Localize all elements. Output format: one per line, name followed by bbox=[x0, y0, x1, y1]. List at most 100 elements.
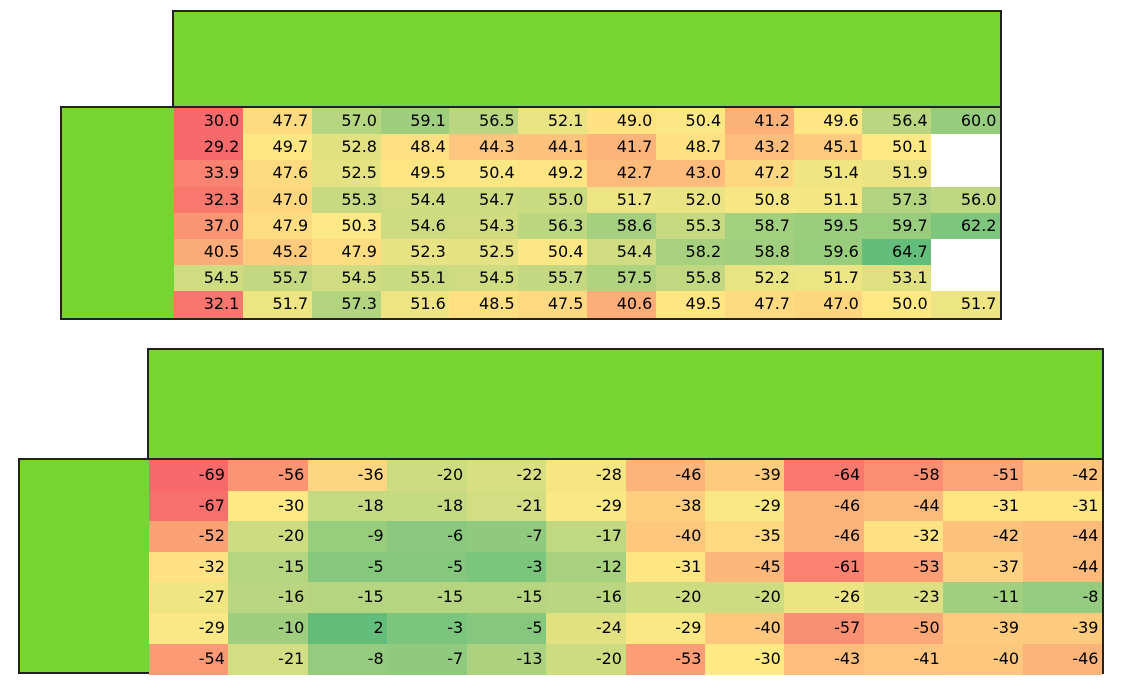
heatmap-cell: 48.7 bbox=[655, 134, 726, 161]
heatmap-cell: 45.2 bbox=[242, 239, 313, 266]
heatmap-cell: 53.1 bbox=[862, 265, 932, 292]
heatmap-cell: -13 bbox=[466, 643, 547, 675]
heatmap-cell: -64 bbox=[784, 460, 865, 492]
heatmap-cell: -30 bbox=[228, 490, 309, 522]
heatmap-cell: -40 bbox=[943, 643, 1024, 675]
heatmap-cell: 51.4 bbox=[793, 160, 863, 188]
heatmap-cell: -16 bbox=[228, 582, 309, 614]
heatmap-cell: 52.3 bbox=[380, 239, 450, 266]
heatmap-cell: 51.9 bbox=[862, 160, 932, 188]
heatmap-cell: 51.7 bbox=[931, 291, 1001, 319]
heatmap-cell: 57.3 bbox=[311, 291, 381, 319]
heatmap-cell: -20 bbox=[228, 521, 309, 553]
heatmap-cell: 51.7 bbox=[242, 291, 313, 319]
heatmap-cell: 50.1 bbox=[862, 134, 932, 161]
heatmap-cell: 52.1 bbox=[518, 108, 588, 135]
pmi-table-header-border bbox=[172, 10, 1002, 108]
heatmap-cell: -38 bbox=[625, 490, 706, 522]
heatmap-cell: 52.8 bbox=[311, 134, 381, 161]
heatmap-cell: -30 bbox=[704, 643, 785, 675]
heatmap-cell: 47.7 bbox=[242, 108, 313, 135]
heatmap-cell: 49.6 bbox=[793, 108, 863, 135]
heatmap-cell: -45 bbox=[704, 551, 785, 583]
heatmap-cell: 49.5 bbox=[380, 160, 450, 188]
heatmap-cell: -3 bbox=[466, 551, 547, 583]
heatmap-cell: 54.5 bbox=[449, 265, 519, 292]
heatmap-cell: 48.5 bbox=[449, 291, 519, 319]
heatmap-cell: 52.2 bbox=[724, 265, 794, 292]
heatmap-cell: 41.2 bbox=[724, 108, 794, 135]
heatmap-cell: -42 bbox=[1022, 460, 1103, 492]
heatmap-cell: 58.6 bbox=[587, 212, 657, 240]
heatmap-cell: -17 bbox=[546, 521, 626, 553]
heatmap-cell: 54.5 bbox=[311, 265, 381, 292]
heatmap-cell: -40 bbox=[704, 613, 785, 645]
heatmap-cell: -15 bbox=[228, 551, 309, 583]
heatmap-cell: 58.7 bbox=[724, 212, 794, 240]
heatmap-cell: -52 bbox=[149, 521, 229, 553]
heatmap-cell: 56.5 bbox=[449, 108, 519, 135]
heatmap-cell: 47.0 bbox=[793, 291, 863, 319]
heatmap-cell: -5 bbox=[307, 551, 388, 583]
heatmap-cell: -69 bbox=[149, 460, 229, 492]
heatmap-cell: -18 bbox=[307, 490, 388, 522]
heatmap-cell: -23 bbox=[863, 582, 944, 614]
heatmap-cell: -37 bbox=[943, 551, 1024, 583]
heatmap-cell: -12 bbox=[546, 551, 626, 583]
heatmap-cell: -18 bbox=[387, 490, 468, 522]
heatmap-cell: 40.5 bbox=[174, 239, 244, 266]
heatmap-cell: 59.5 bbox=[793, 212, 863, 240]
heatmap-cell: -56 bbox=[228, 460, 309, 492]
heatmap-cell: 58.8 bbox=[724, 239, 794, 266]
heatmap-cell: 51.7 bbox=[587, 186, 657, 214]
heatmap-cell: 47.7 bbox=[724, 291, 794, 319]
heatmap-cell: 54.4 bbox=[587, 239, 657, 266]
heatmap-cell: -22 bbox=[466, 460, 547, 492]
heatmap-cell: 56.4 bbox=[862, 108, 932, 135]
heatmap-cell: 49.0 bbox=[587, 108, 657, 135]
heatmap-cell: -41 bbox=[863, 643, 944, 675]
heatmap-cell: -10 bbox=[228, 613, 309, 645]
heatmap-cell: 50.0 bbox=[862, 291, 932, 319]
heatmap-cell: 54.3 bbox=[449, 212, 519, 240]
heatmap-cell: 54.6 bbox=[380, 212, 450, 240]
heatmap-cell: -7 bbox=[466, 521, 547, 553]
heatmap-cell: -7 bbox=[387, 643, 468, 675]
heatmap-cell: 51.7 bbox=[793, 265, 863, 292]
heatmap-cell: 52.5 bbox=[449, 239, 519, 266]
heatmap-cell: -5 bbox=[387, 551, 468, 583]
heatmap-cell: -21 bbox=[466, 490, 547, 522]
heatmap-cell: -15 bbox=[307, 582, 388, 614]
heatmap-cell: 55.3 bbox=[655, 212, 726, 240]
heatmap-cell: 32.1 bbox=[174, 291, 244, 319]
heatmap-cell: -36 bbox=[307, 460, 388, 492]
heatmap-cell: -42 bbox=[943, 521, 1024, 553]
heatmap-cell: -26 bbox=[784, 582, 865, 614]
heatmap-cell: -51 bbox=[943, 460, 1024, 492]
heatmap-cell: 43.2 bbox=[724, 134, 794, 161]
heatmap-cell: -15 bbox=[466, 582, 547, 614]
heatmap-cell: 64.7 bbox=[862, 239, 932, 266]
heatmap-cell: -57 bbox=[784, 613, 865, 645]
heatmap-cell: 52.0 bbox=[655, 186, 726, 214]
heatmap-cell: -39 bbox=[943, 613, 1024, 645]
mobility-table-header bbox=[147, 348, 1104, 458]
heatmap-cell: -43 bbox=[784, 643, 865, 675]
heatmap-cell: 56.0 bbox=[931, 186, 1001, 214]
heatmap-cell: 58.2 bbox=[655, 239, 726, 266]
heatmap-cell: 49.7 bbox=[242, 134, 313, 161]
heatmap-cell: 51.1 bbox=[793, 186, 863, 214]
heatmap-cell: 56.3 bbox=[518, 212, 588, 240]
heatmap-cell: 30.0 bbox=[174, 108, 244, 135]
heatmap-cell: -58 bbox=[863, 460, 944, 492]
heatmap-cell: 50.4 bbox=[655, 108, 726, 135]
heatmap-cell bbox=[931, 265, 1001, 292]
heatmap-cell: -46 bbox=[784, 521, 865, 553]
heatmap-cell: 54.7 bbox=[449, 186, 519, 214]
heatmap-cell: -8 bbox=[1022, 582, 1103, 614]
heatmap-cell: -44 bbox=[1022, 521, 1103, 553]
heatmap-cell: 50.8 bbox=[724, 186, 794, 214]
heatmap-cell: 49.5 bbox=[655, 291, 726, 319]
heatmap-cell: -46 bbox=[1022, 643, 1103, 675]
heatmap-cell: -20 bbox=[387, 460, 468, 492]
